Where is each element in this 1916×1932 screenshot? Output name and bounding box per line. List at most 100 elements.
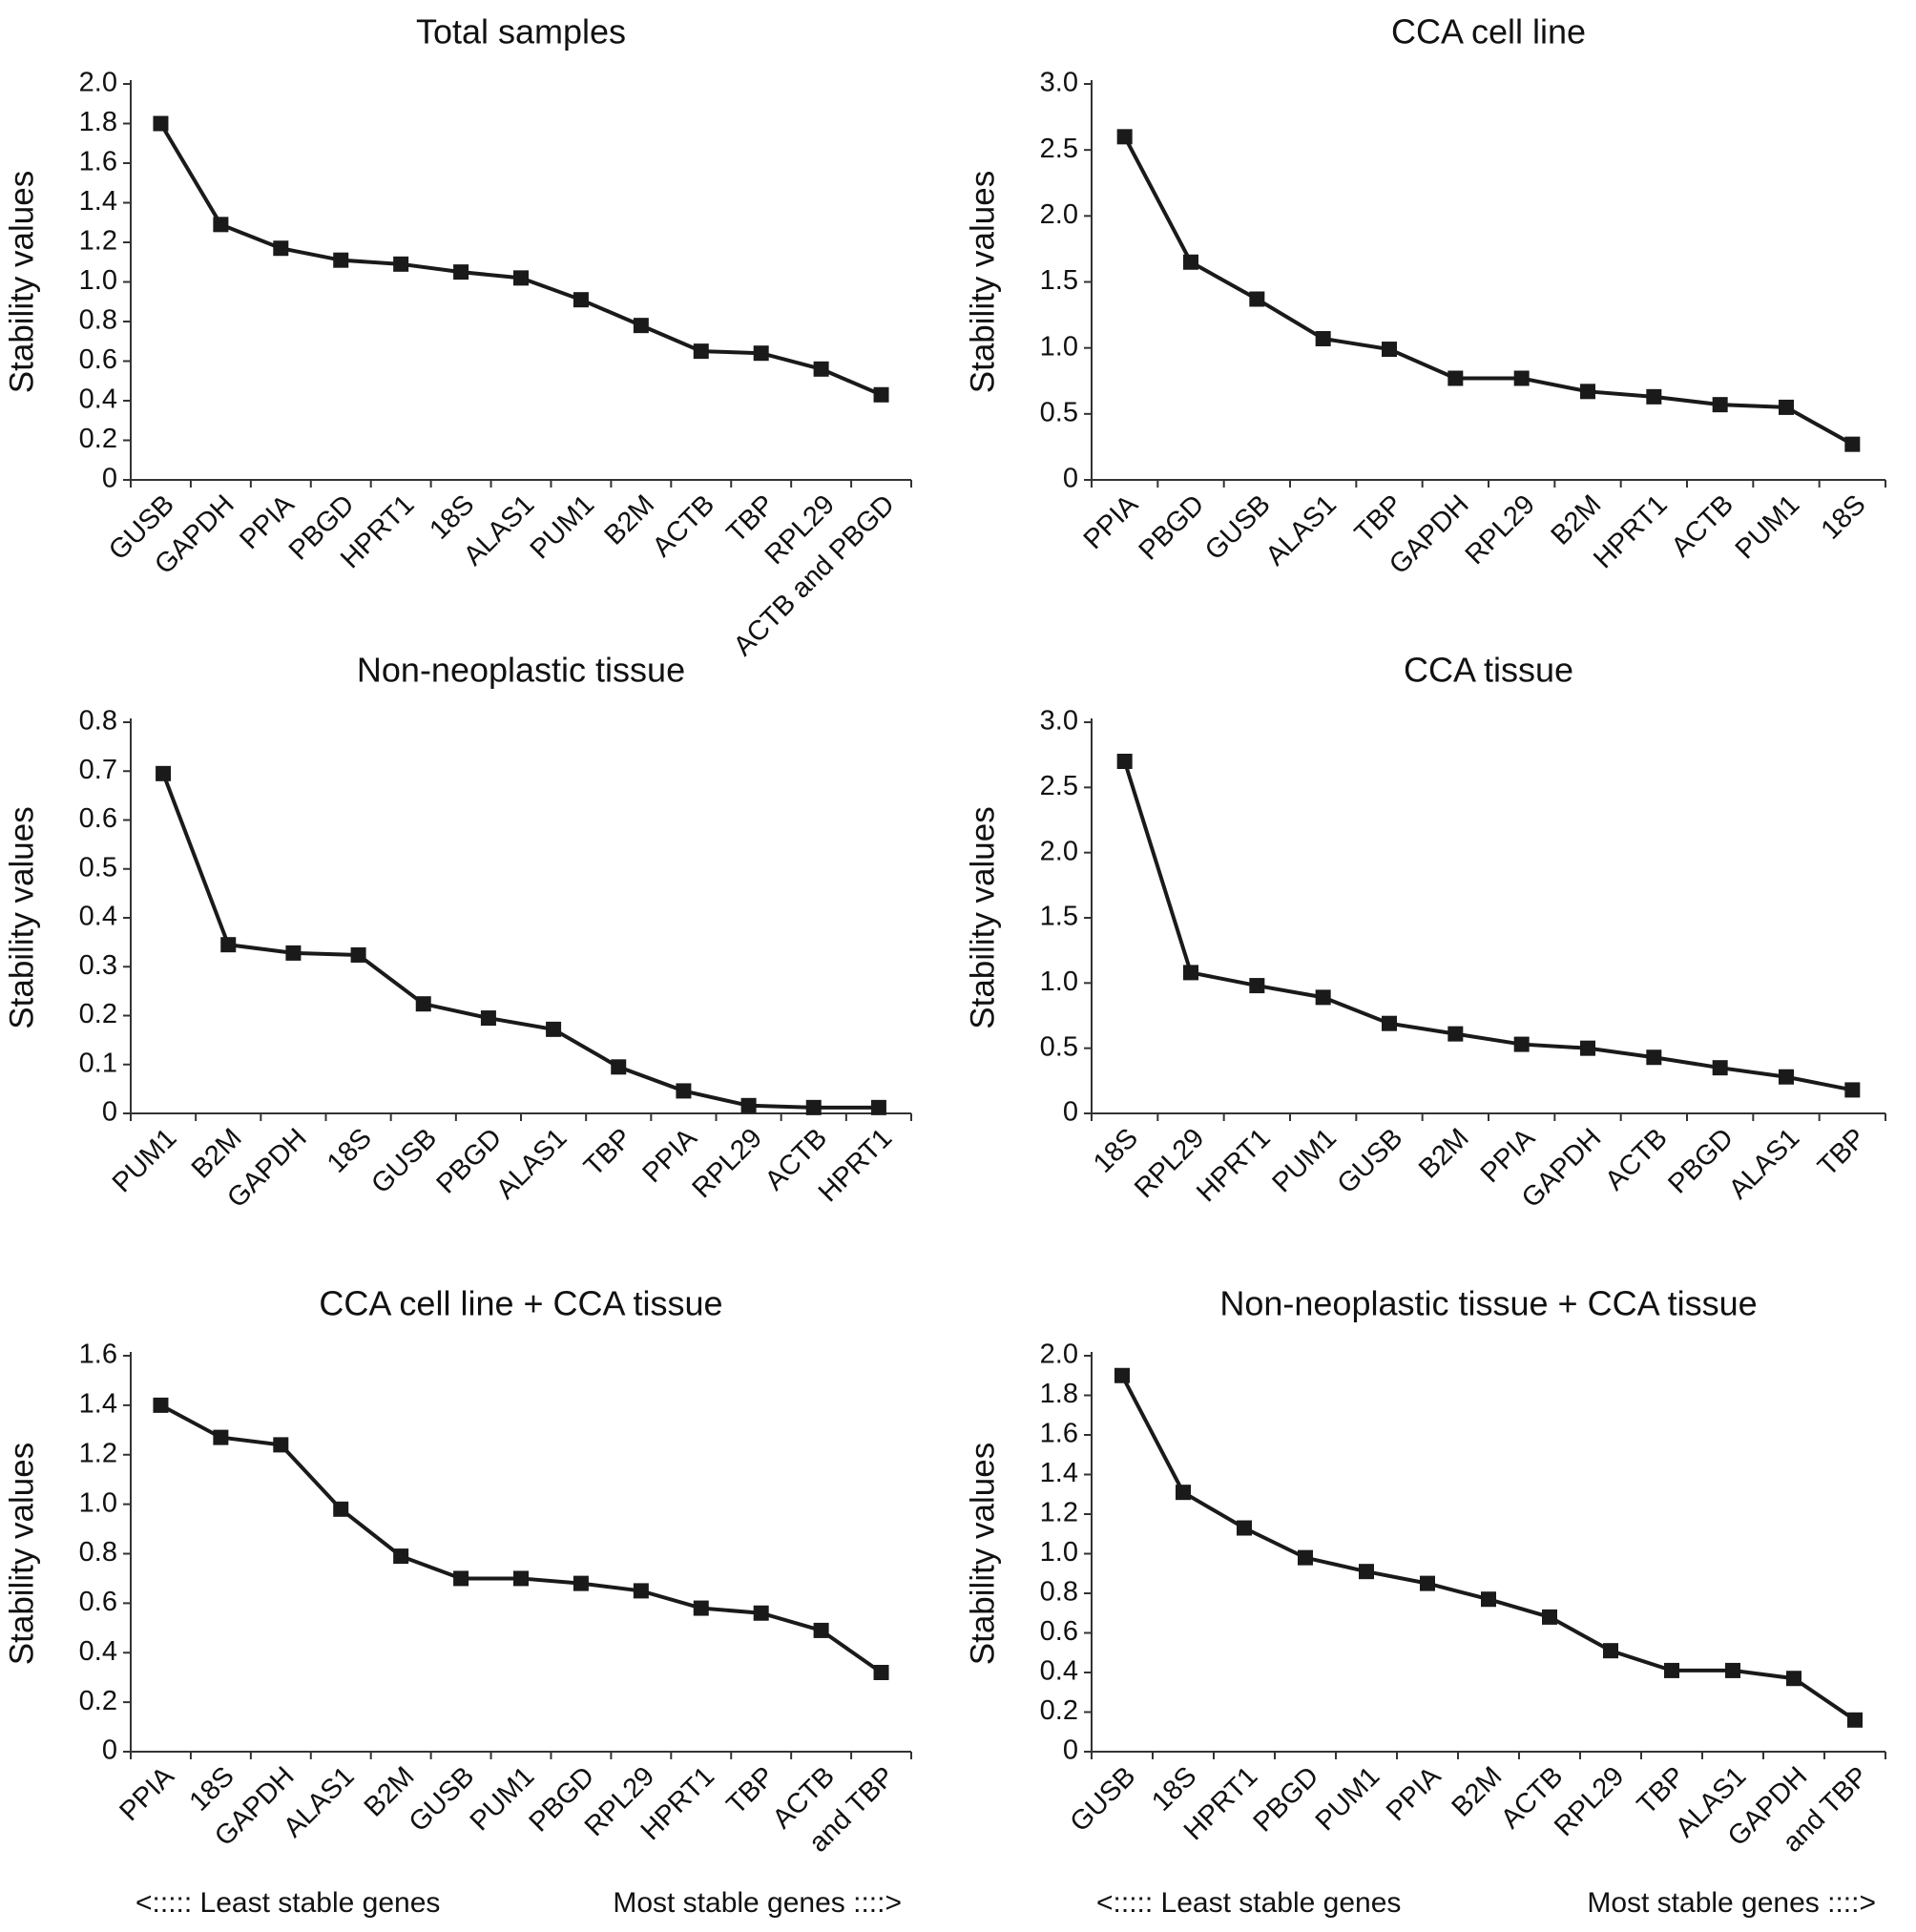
y-axis-label: Stability values [964, 171, 1001, 393]
y-tick-label: 3.0 [1040, 706, 1078, 737]
series-line [1122, 135, 1854, 447]
y-tick-label: 0.4 [79, 902, 117, 932]
data-point [453, 1570, 469, 1587]
data-point [1420, 1575, 1435, 1591]
data-point [1447, 370, 1464, 386]
x-tick-label: ACTB [1599, 1123, 1673, 1196]
chart-title: Non-neoplastic tissue [357, 651, 685, 690]
y-tick-label: 0.8 [79, 305, 117, 336]
data-point [273, 1437, 289, 1453]
data-point [740, 1097, 757, 1113]
data-point [393, 256, 409, 272]
data-point [1481, 1591, 1496, 1608]
data-point [873, 1665, 889, 1680]
x-tick-label: ACTB [647, 489, 720, 563]
data-point [1114, 1367, 1130, 1383]
data-point [1359, 1564, 1374, 1580]
x-tick-label: PPIA [114, 1760, 180, 1827]
x-tick-label: B2M [1413, 1123, 1475, 1185]
y-axis-label: Stability values [3, 806, 40, 1028]
x-tick-label: HPRT1 [813, 1123, 898, 1208]
y-tick-label: 2.0 [1040, 836, 1078, 866]
x-tick-label: PUM1 [1730, 489, 1806, 566]
y-axis-label: Stability values [3, 1443, 40, 1665]
data-point [273, 240, 289, 257]
annotation: <::::: Least stable genes [135, 1887, 440, 1919]
data-point [333, 1501, 349, 1517]
y-tick-label: 0.6 [1040, 1616, 1078, 1647]
y-tick-label: 1.4 [1040, 1458, 1078, 1488]
data-point [1844, 436, 1861, 452]
x-tick-label: ALAS1 [1723, 1123, 1805, 1205]
data-point [1712, 397, 1728, 413]
annotation: Most stable genes ::::> [1587, 1887, 1876, 1919]
data-point [1603, 1643, 1618, 1659]
data-point [1382, 342, 1397, 358]
data-point [350, 946, 366, 963]
data-point [870, 1099, 886, 1115]
y-tick-label: 0 [102, 1097, 117, 1128]
data-point [1664, 1662, 1679, 1678]
data-point [1176, 1485, 1191, 1501]
y-tick-label: 0 [1063, 1735, 1078, 1766]
data-point [1447, 1026, 1464, 1042]
data-point [285, 945, 302, 961]
data-point [220, 937, 237, 953]
y-tick-label: 1.0 [79, 265, 117, 296]
y-tick-label: 0 [1063, 464, 1078, 494]
annotation: <::::: Least stable genes [1096, 1887, 1401, 1919]
data-point [1249, 291, 1265, 307]
data-point [1712, 1060, 1728, 1076]
data-point [156, 765, 172, 781]
data-point [1580, 384, 1595, 400]
y-tick-label: 0.5 [79, 852, 117, 883]
y-tick-label: 0.7 [79, 755, 117, 785]
y-tick-label: 1.4 [79, 186, 117, 217]
y-tick-label: 1.0 [1040, 966, 1078, 997]
x-tick-label: ALAS1 [1260, 489, 1343, 571]
data-point [546, 1021, 562, 1037]
x-tick-label: PUM1 [1310, 1761, 1386, 1838]
data-point [1542, 1609, 1557, 1625]
x-tick-label: GUSB [365, 1123, 443, 1200]
data-point [1237, 1520, 1252, 1536]
y-tick-label: 2.5 [1040, 771, 1078, 801]
data-point [1847, 1712, 1863, 1728]
x-tick-label: 18S [1816, 489, 1872, 546]
data-point [1116, 754, 1133, 769]
data-point [1580, 1040, 1595, 1056]
series-line [159, 1403, 883, 1674]
y-tick-label: 1.2 [1040, 1498, 1078, 1528]
y-tick-label: 1.8 [1040, 1379, 1078, 1409]
y-tick-label: 3.0 [1040, 68, 1078, 98]
data-point [1844, 1082, 1861, 1098]
series-line [161, 773, 879, 1110]
x-tick-label: GUSB [404, 1761, 481, 1839]
data-point [1315, 989, 1331, 1006]
y-tick-label: 0.4 [79, 384, 117, 415]
chart-title: CCA cell line + CCA tissue [319, 1284, 722, 1323]
data-point [753, 1605, 769, 1621]
y-tick-label: 0.4 [1040, 1656, 1078, 1687]
y-tick-label: 0.6 [79, 803, 117, 834]
y-tick-label: 0.2 [79, 424, 117, 454]
x-tick-label: ALAS1 [490, 1123, 573, 1205]
y-tick-label: 0.5 [1040, 1031, 1078, 1062]
x-tick-label: PUM1 [465, 1761, 541, 1838]
x-tick-label: RPL29 [687, 1123, 768, 1204]
data-point [480, 1010, 496, 1027]
y-tick-label: 0.5 [1040, 397, 1078, 427]
x-tick-label: 18S [322, 1123, 378, 1179]
y-tick-label: 1.8 [79, 107, 117, 137]
y-tick-label: 0.2 [1040, 1695, 1078, 1726]
data-point [333, 252, 349, 268]
x-tick-label: TBP [1812, 1123, 1872, 1183]
x-tick-label: HPRT1 [1588, 489, 1673, 574]
data-point [611, 1059, 627, 1075]
data-point [213, 217, 229, 233]
x-tick-label: RPL29 [1460, 489, 1541, 571]
data-point [1646, 1049, 1662, 1066]
y-axis-label: Stability values [964, 1443, 1001, 1665]
data-point [573, 292, 589, 308]
data-point [1382, 1015, 1397, 1031]
